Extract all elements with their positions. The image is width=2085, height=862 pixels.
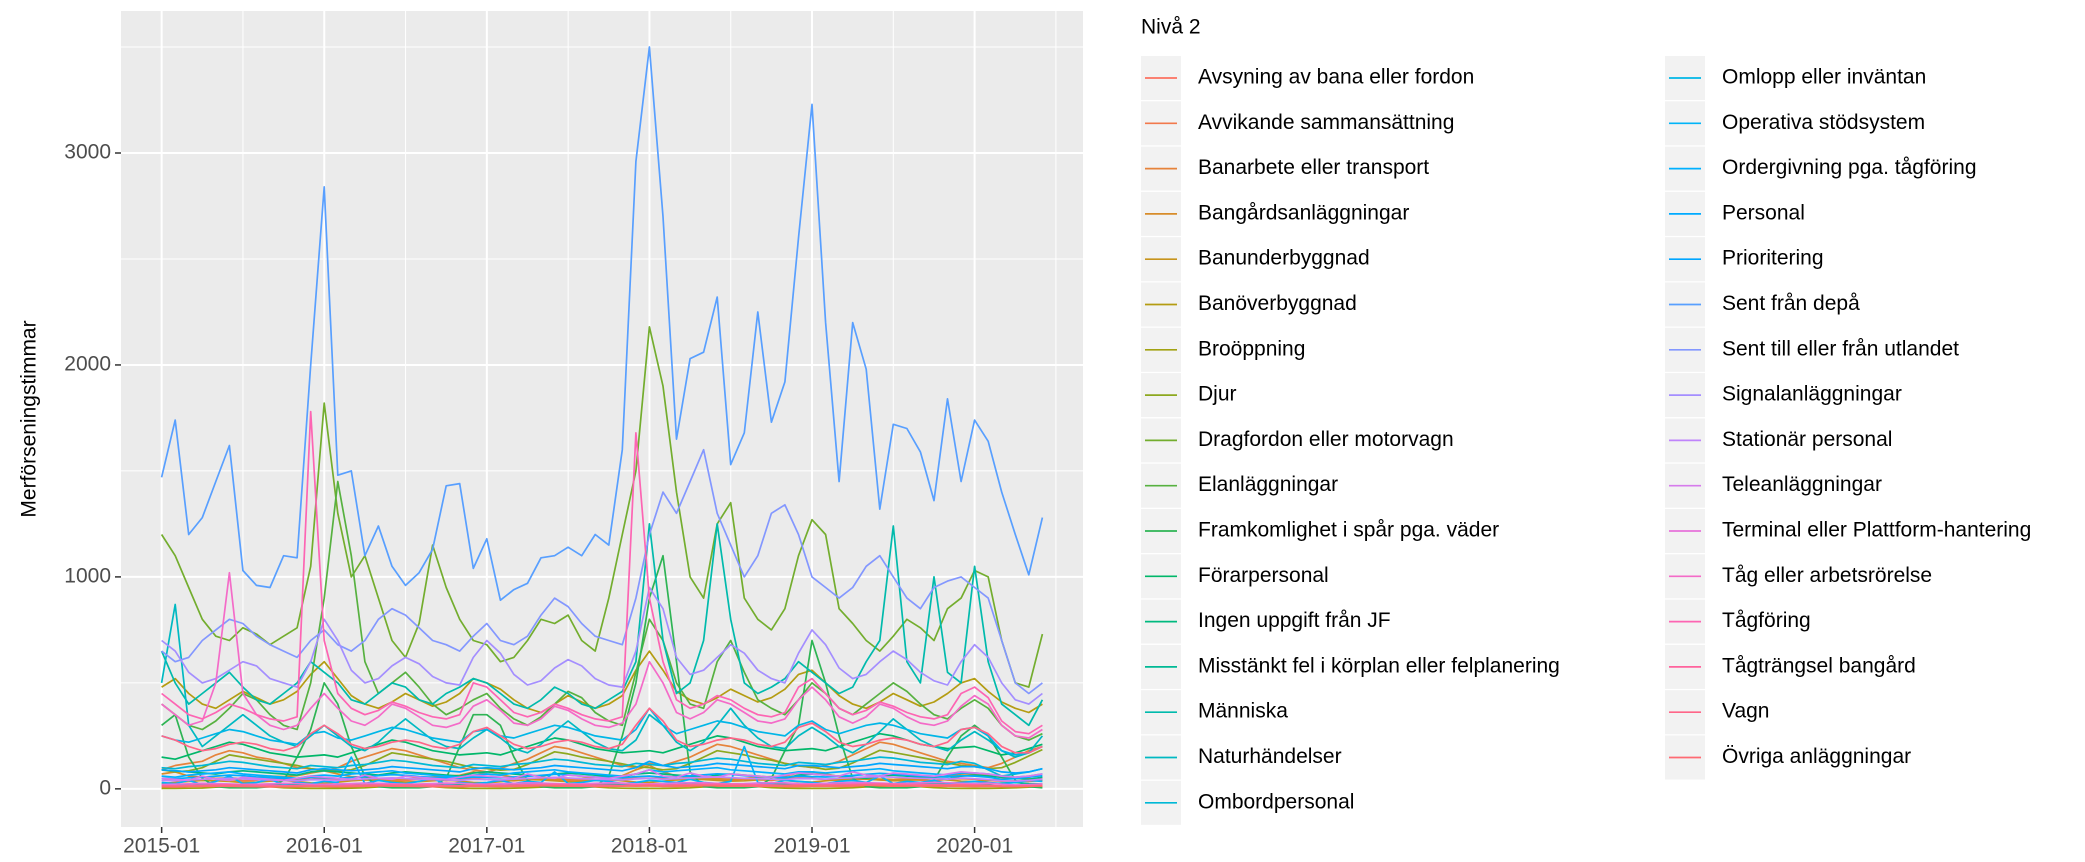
legend-label: Personal — [1722, 201, 1805, 224]
legend-label: Prioritering — [1722, 247, 1824, 270]
legend-label: Vagn — [1722, 700, 1770, 723]
series-line — [161, 586, 1043, 705]
legend-label: Tåg eller arbetsrörelse — [1722, 564, 1932, 587]
legend-label: Tågföring — [1722, 609, 1811, 632]
y-tick-label: 1000 — [64, 564, 111, 587]
legend-label: Omlopp eller inväntan — [1722, 66, 1926, 89]
legend-label: Ingen uppgift från JF — [1198, 609, 1391, 632]
legend-label: Avsyning av bana eller fordon — [1198, 66, 1474, 89]
legend-label: Teleanläggningar — [1722, 473, 1882, 496]
x-tick-label: 2019-01 — [773, 835, 850, 858]
legend-label: Banunderbyggnad — [1198, 247, 1370, 270]
series-line — [160, 603, 1044, 758]
series-line — [161, 732, 1043, 761]
legend-label: Sent till eller från utlandet — [1722, 337, 1959, 360]
legend-label: Broöppning — [1198, 337, 1305, 360]
x-tick-label: 2020-01 — [936, 835, 1013, 858]
legend-label: Djur — [1198, 383, 1237, 406]
series-line — [161, 775, 1043, 783]
legend-label: Stationär personal — [1722, 428, 1892, 451]
legend-label: Förarpersonal — [1198, 564, 1329, 587]
series-line — [161, 480, 1043, 741]
series-line — [161, 760, 1043, 774]
legend-label: Tågträngsel bangård — [1722, 654, 1916, 677]
legend-label: Bangårdsanläggningar — [1198, 201, 1409, 224]
legend-label: Banarbete eller transport — [1198, 156, 1429, 179]
series-line — [161, 768, 1043, 782]
legend-label: Framkomlighet i spår pga. väder — [1198, 519, 1499, 542]
y-tick-label: 0 — [99, 776, 111, 799]
series-line — [160, 46, 1044, 602]
legend-title: Nivå 2 — [1141, 16, 1201, 39]
legend-label: Sent från depå — [1722, 292, 1860, 315]
x-tick-label: 2018-01 — [611, 835, 688, 858]
legend-label: Övriga anläggningar — [1722, 745, 1911, 768]
legend-label: Terminal eller Plattform-hantering — [1722, 519, 2031, 542]
legend-label: Elanläggningar — [1198, 473, 1338, 496]
legend-label: Dragfordon eller motorvagn — [1198, 428, 1454, 451]
series-line — [161, 756, 1043, 777]
legend-label: Människa — [1198, 700, 1288, 723]
legend-label: Signalanläggningar — [1722, 383, 1902, 406]
series-line — [161, 784, 1043, 788]
legend-label: Banöverbyggnad — [1198, 292, 1357, 315]
y-tick-label: 2000 — [64, 353, 111, 376]
legend-label: Avvikande sammansättning — [1198, 111, 1454, 134]
legend-label: Operativa stödsystem — [1722, 111, 1925, 134]
legend-label: Ordergivning pga. tågföring — [1722, 156, 1977, 179]
series-line — [161, 707, 1043, 754]
series-line — [161, 748, 1043, 773]
series-line — [161, 410, 1043, 735]
legend-label: Misstänkt fel i körplan eller felplaneri… — [1198, 654, 1560, 677]
series-line — [161, 768, 1043, 781]
series-line — [161, 650, 1043, 714]
y-axis-title: Merförseningstimmar — [18, 320, 41, 517]
series-line — [161, 571, 1043, 739]
series-line — [160, 325, 1044, 688]
series-line — [161, 448, 1043, 695]
x-tick-label: 2016-01 — [286, 835, 363, 858]
legend-label: Naturhändelser — [1198, 745, 1342, 768]
y-tick-label: 3000 — [64, 141, 111, 164]
x-tick-label: 2015-01 — [123, 835, 200, 858]
x-tick-label: 2017-01 — [448, 835, 525, 858]
legend-label: Ombordpersonal — [1198, 790, 1354, 813]
plot-panel — [121, 11, 1083, 827]
